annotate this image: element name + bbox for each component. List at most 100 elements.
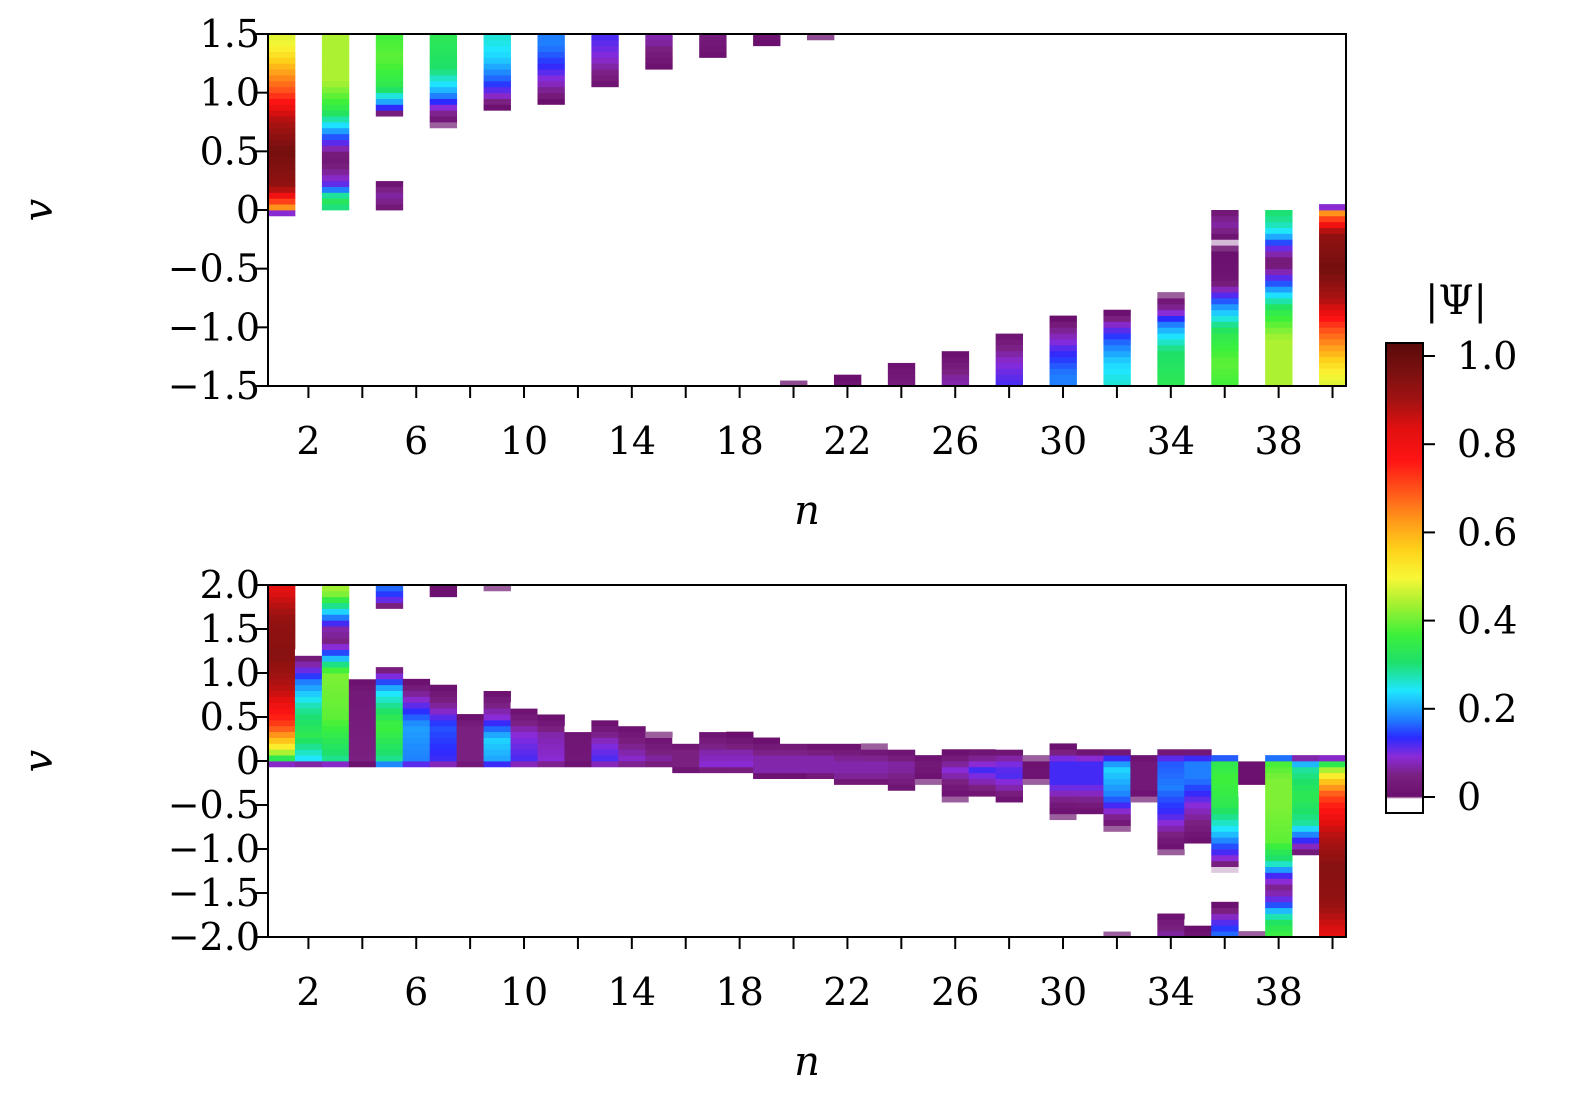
heatmap-cell xyxy=(618,743,646,750)
heatmap-cell xyxy=(1319,890,1347,897)
heatmap-cell xyxy=(375,667,404,674)
heatmap-cell xyxy=(1292,813,1320,821)
heatmap-cell xyxy=(1265,755,1293,762)
heatmap-cell xyxy=(887,749,916,756)
heatmap-cell xyxy=(1157,333,1185,340)
heatmap-cell xyxy=(672,749,700,756)
heatmap-cell xyxy=(914,766,943,774)
heatmap-cell xyxy=(1076,813,1104,821)
heatmap-cell xyxy=(1265,931,1293,938)
heatmap-cell xyxy=(537,34,565,41)
heatmap-cell xyxy=(321,755,350,762)
heatmap-cell xyxy=(429,708,458,715)
heatmap-cell xyxy=(321,743,350,750)
y-axis-b: 2.01.51.00.50−0.5−1.0−1.5−2.0 xyxy=(168,563,268,959)
heatmap-cell xyxy=(1076,802,1104,809)
heatmap-cell xyxy=(1319,374,1347,381)
x-tick-label: 14 xyxy=(608,970,656,1014)
heatmap-cell xyxy=(995,796,1023,803)
heatmap-cell xyxy=(321,696,350,703)
heatmap-cell xyxy=(321,75,350,82)
heatmap-cell xyxy=(995,766,1023,774)
heatmap-cell xyxy=(941,350,970,358)
heatmap-cell xyxy=(268,174,296,182)
heatmap-cell xyxy=(1103,819,1131,826)
heatmap-cell xyxy=(1157,321,1185,328)
heatmap-cell xyxy=(1211,344,1239,352)
heatmap-cell xyxy=(321,139,350,146)
heatmap-cell xyxy=(268,45,296,52)
heatmap-cell xyxy=(1157,925,1185,932)
heatmap-cell xyxy=(429,45,458,52)
heatmap-cell xyxy=(375,602,404,609)
heatmap-cell xyxy=(618,725,646,733)
colorbar-ticks: 1.0 0.8 0.6 0.4 0.2 0 xyxy=(1423,334,1517,819)
x-tick-label: 34 xyxy=(1147,970,1195,1014)
heatmap-cell xyxy=(375,110,404,117)
heatmap-cell xyxy=(645,69,673,76)
heatmap-cell xyxy=(429,749,458,756)
heatmap-cell xyxy=(1265,368,1293,375)
y-tick-label: 0.5 xyxy=(200,695,260,739)
heatmap-cell xyxy=(1265,344,1293,352)
heatmap-cell xyxy=(375,133,404,140)
heatmap-cell xyxy=(375,69,404,76)
heatmap-cell xyxy=(510,719,538,727)
heatmap-cell xyxy=(375,673,404,680)
heatmap-cell xyxy=(375,92,404,99)
heatmap-cell xyxy=(699,766,727,774)
heatmap-cell xyxy=(1238,761,1266,768)
heatmap-cell xyxy=(833,761,862,768)
heatmap-cell xyxy=(268,204,296,211)
heatmap-cell xyxy=(1211,761,1239,768)
heatmap-cell xyxy=(321,620,350,627)
heatmap-cell xyxy=(1238,772,1266,779)
heatmap-cell xyxy=(1265,761,1293,768)
heatmap-cell xyxy=(1211,239,1239,246)
heatmap-cell xyxy=(591,57,619,64)
heatmap-cell xyxy=(1319,913,1347,920)
heatmap-cell xyxy=(1211,368,1239,375)
heatmap-cell xyxy=(1211,221,1239,228)
heatmap-cell xyxy=(1049,380,1077,387)
heatmap-cell xyxy=(321,51,350,58)
heatmap-cell xyxy=(645,755,673,762)
heatmap-cell xyxy=(375,57,404,64)
heatmap-cell xyxy=(591,80,619,88)
heatmap-cell xyxy=(941,761,970,768)
heatmap-cell xyxy=(564,749,592,756)
heatmap-cell xyxy=(321,702,350,709)
heatmap-cell xyxy=(726,761,754,768)
heatmap-cell xyxy=(995,778,1023,785)
heatmap-cell xyxy=(537,39,565,47)
heatmap-cell xyxy=(887,766,916,774)
heatmap-cell xyxy=(268,596,296,603)
heatmap-cell xyxy=(268,673,296,680)
heatmap-cell xyxy=(1130,761,1158,768)
heatmap-cell xyxy=(807,755,835,762)
heatmap-cell xyxy=(1319,262,1347,270)
heatmap-cell xyxy=(483,737,511,744)
heatmap-cell xyxy=(1211,866,1239,873)
heatmap-cell xyxy=(375,737,404,744)
heatmap-cell xyxy=(1319,819,1347,826)
heatmap-cell xyxy=(268,725,296,733)
heatmap-cell xyxy=(1292,819,1320,826)
heatmap-cell xyxy=(402,708,431,715)
heatmap-cell xyxy=(1319,802,1347,809)
heatmap-cell xyxy=(321,614,350,621)
heatmap-cell xyxy=(1238,778,1266,785)
heatmap-cell xyxy=(672,766,700,774)
heatmap-cell xyxy=(887,755,916,762)
heatmap-cell xyxy=(375,702,404,709)
heatmap-cell xyxy=(1049,807,1077,815)
heatmap-cell xyxy=(348,714,377,721)
heatmap-cell xyxy=(1265,321,1293,328)
heatmap-cell xyxy=(375,690,404,697)
heatmap-cell xyxy=(564,743,592,750)
heatmap-cell xyxy=(1076,807,1104,815)
y-axis-label-b: v xyxy=(16,749,62,772)
heatmap-cell xyxy=(348,755,377,762)
heatmap-cell xyxy=(1265,913,1293,920)
heatmap-cell xyxy=(1103,315,1131,322)
